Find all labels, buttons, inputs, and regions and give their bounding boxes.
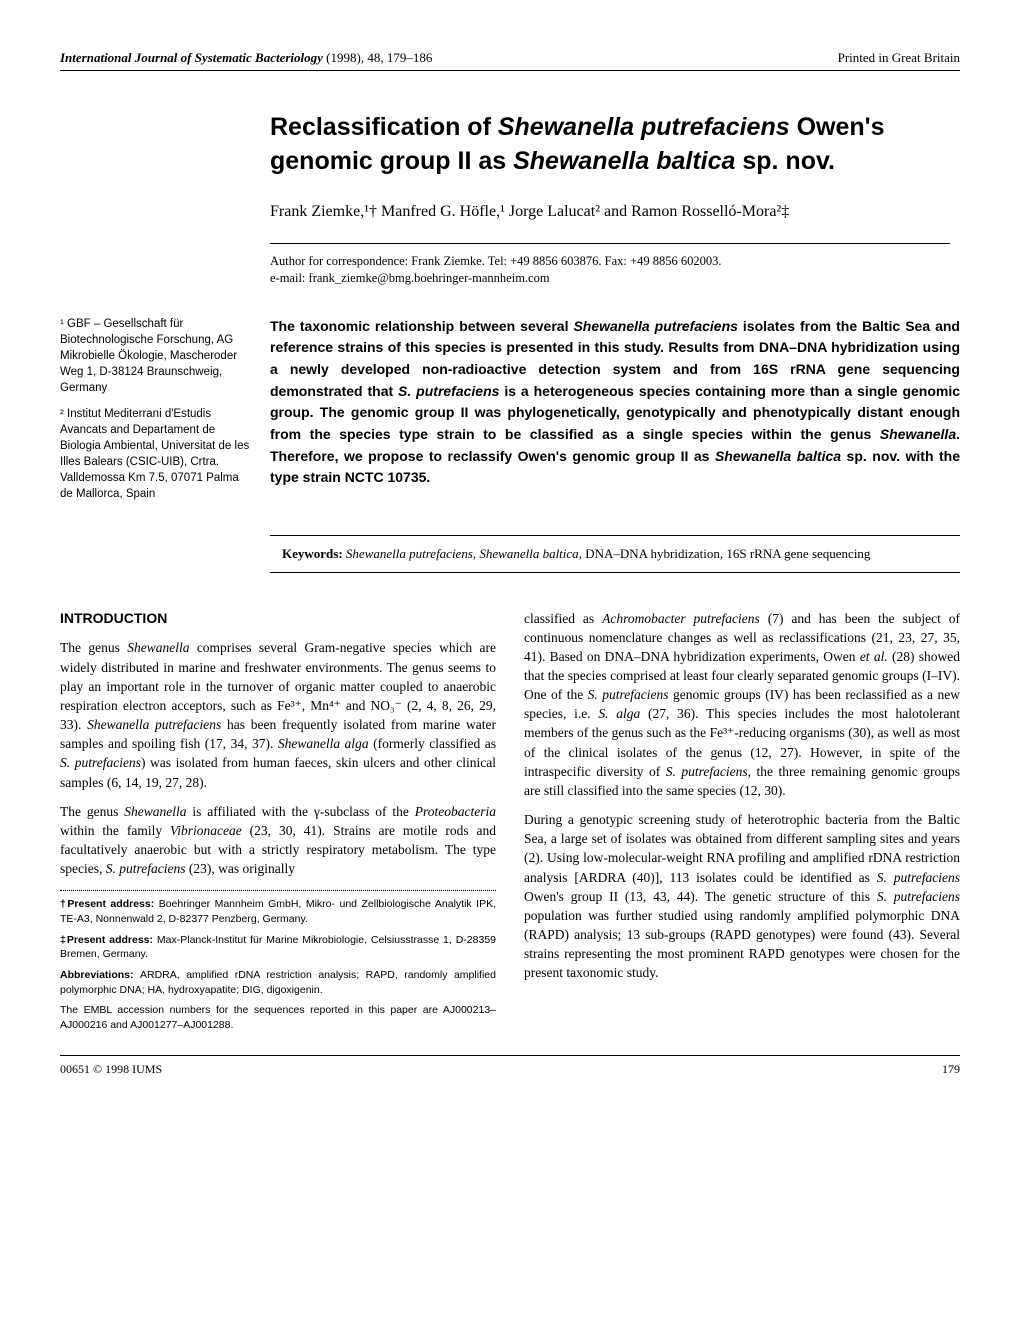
article-title: Reclassification of Shewanella putrefaci… [270, 111, 960, 179]
journal-citation: International Journal of Systematic Bact… [60, 50, 432, 66]
intro-para-2: The genus Shewanella is affiliated with … [60, 802, 496, 879]
footnote-present-2: ‡Present address: Max-Planck-Institut fü… [60, 933, 496, 962]
keywords-box: Keywords: Shewanella putrefaciens, Shewa… [270, 535, 960, 573]
footnote-present-1: †Present address: Boehringer Mannheim Gm… [60, 897, 496, 926]
introduction-heading: INTRODUCTION [60, 609, 496, 629]
page-number: 179 [942, 1062, 960, 1077]
affiliations: ¹ GBF – Gesellschaft für Biotechnologisc… [60, 316, 250, 513]
affiliation-2: ² Institut Mediterrani d'Estudis Avancat… [60, 406, 250, 503]
citation-info: (1998), 48, 179–186 [323, 50, 432, 65]
footnote-accession: The EMBL accession numbers for the seque… [60, 1003, 496, 1032]
journal-name: International Journal of Systematic Bact… [60, 50, 323, 65]
right-column: classified as Achromobacter putrefaciens… [524, 609, 960, 1039]
copyright: 00651 © 1998 IUMS [60, 1062, 162, 1077]
col2-para-1: classified as Achromobacter putrefaciens… [524, 609, 960, 801]
intro-para-1: The genus Shewanella comprises several G… [60, 638, 496, 791]
footnotes: †Present address: Boehringer Mannheim Gm… [60, 897, 496, 1033]
affil-abstract-row: ¹ GBF – Gesellschaft für Biotechnologisc… [60, 316, 960, 513]
page-footer: 00651 © 1998 IUMS 179 [60, 1055, 960, 1077]
body-columns: INTRODUCTION The genus Shewanella compri… [60, 609, 960, 1039]
footnote-separator [60, 890, 496, 891]
affiliation-1: ¹ GBF – Gesellschaft für Biotechnologisc… [60, 316, 250, 396]
author-list: Frank Ziemke,¹† Manfred G. Höfle,¹ Jorge… [270, 203, 960, 221]
abstract-text: The taxonomic relationship between sever… [270, 316, 960, 513]
correspondence-line2: e-mail: frank_ziemke@bmg.boehringer-mann… [270, 271, 960, 286]
col2-para-2: During a genotypic screening study of he… [524, 810, 960, 982]
printed-in: Printed in Great Britain [838, 50, 960, 66]
keywords-label: Keywords: [282, 546, 346, 561]
running-header: International Journal of Systematic Bact… [60, 50, 960, 71]
footnote-abbrev: Abbreviations: ARDRA, amplified rDNA res… [60, 968, 496, 997]
correspondence-line1: Author for correspondence: Frank Ziemke.… [270, 243, 950, 269]
left-column: INTRODUCTION The genus Shewanella compri… [60, 609, 496, 1039]
